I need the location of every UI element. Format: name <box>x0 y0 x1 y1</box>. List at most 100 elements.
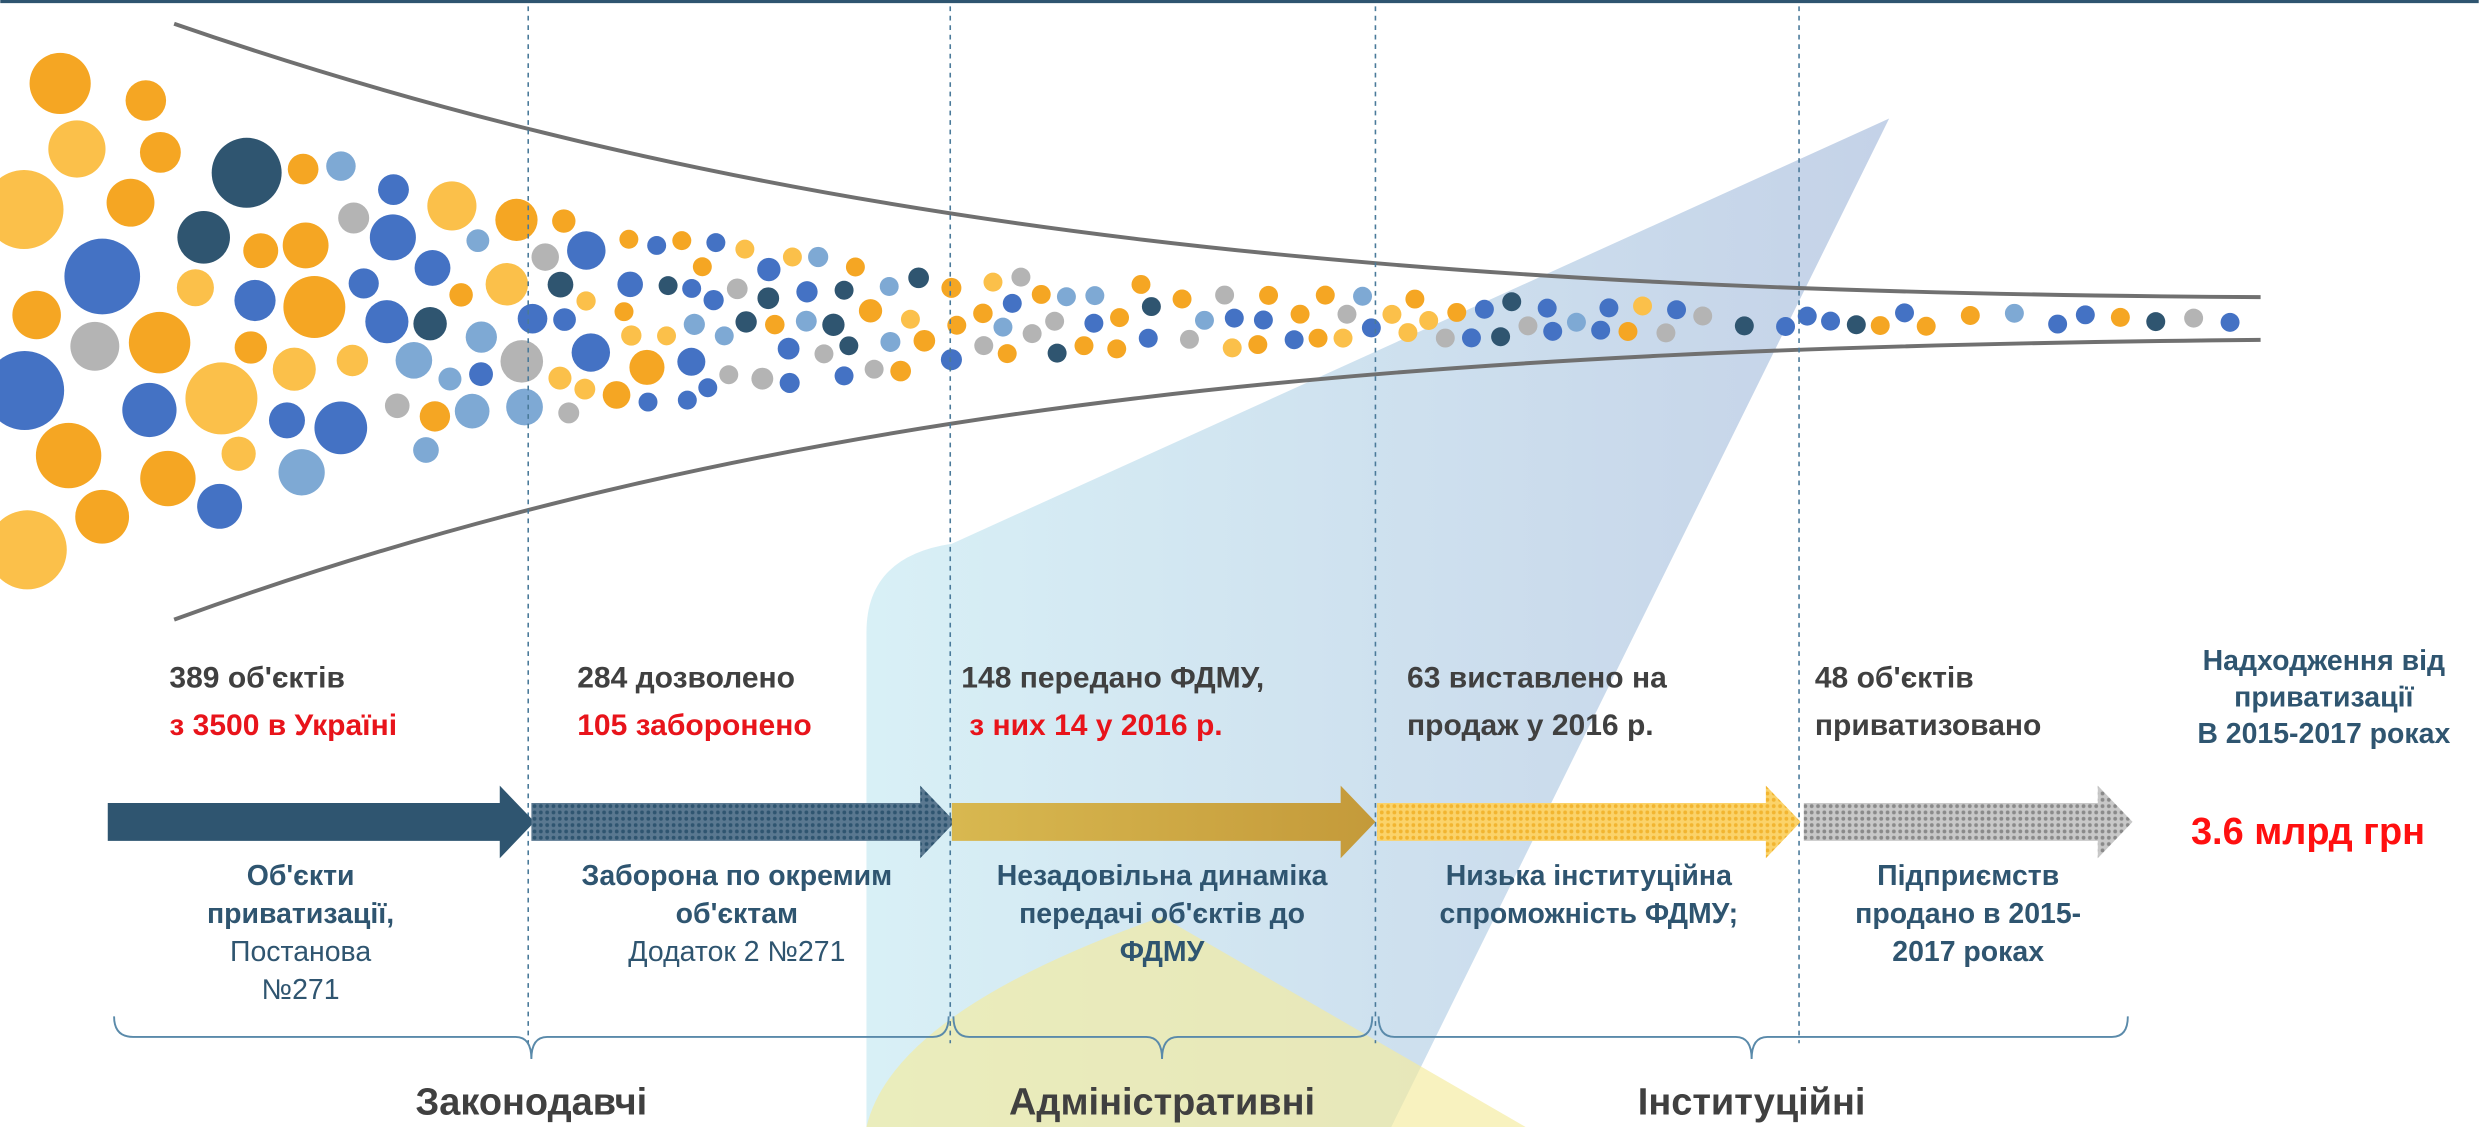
bubble <box>719 365 738 384</box>
result-title: приватизації <box>2234 682 2414 714</box>
bubble <box>197 484 242 529</box>
bubble <box>619 230 638 249</box>
bubble <box>1003 294 1022 313</box>
bubble <box>1173 290 1192 309</box>
bubble <box>1223 338 1242 357</box>
bubble <box>212 138 282 208</box>
bubble <box>283 223 329 269</box>
bubble <box>1735 316 1754 335</box>
bubble <box>1085 286 1104 305</box>
bubble <box>140 451 195 506</box>
bubble <box>901 310 920 329</box>
bubble <box>1011 268 1030 287</box>
bubble <box>1633 296 1652 315</box>
bubble <box>1518 316 1537 335</box>
stage-caption: Заборона по окремим <box>582 860 893 892</box>
bubble <box>222 437 256 471</box>
bubble <box>370 214 416 260</box>
stage-count: 284 дозволено <box>577 662 795 695</box>
bubble <box>659 276 678 295</box>
bubble <box>908 267 929 288</box>
bubble <box>314 402 367 455</box>
stage-caption: 2017 роках <box>1892 936 2044 968</box>
bubble <box>129 312 190 373</box>
bubble <box>693 257 712 276</box>
bubble <box>672 231 691 250</box>
bubble <box>1567 313 1586 332</box>
stage-count: 389 об'єктів <box>169 662 345 695</box>
group-label: Законодавчі <box>416 1081 648 1123</box>
bubble <box>835 281 854 300</box>
bubble <box>234 280 275 321</box>
bubble <box>757 258 780 281</box>
bubble <box>349 268 379 298</box>
bubble <box>531 243 558 270</box>
bubble <box>1291 305 1310 324</box>
bubble <box>177 269 214 306</box>
bubble <box>1405 290 1424 309</box>
bubble <box>449 283 472 306</box>
stage-caption: об'єктам <box>676 898 798 930</box>
bubble <box>2048 315 2067 334</box>
bubble <box>500 340 543 383</box>
bubble <box>914 330 936 352</box>
bubble <box>1538 299 1557 318</box>
group-label: Адміністративні <box>1009 1081 1315 1123</box>
bubble <box>1419 311 1438 330</box>
bubble <box>36 423 101 488</box>
bubble <box>1285 330 1304 349</box>
bubble <box>326 151 355 180</box>
bubble <box>1254 311 1273 330</box>
bubble <box>1475 300 1494 319</box>
bubble <box>2184 309 2203 328</box>
bubble <box>973 304 993 324</box>
bubble <box>1447 303 1466 322</box>
bubble <box>466 321 497 352</box>
bubble <box>415 250 451 286</box>
stage-count: 48 об'єктів <box>1815 662 1974 695</box>
stage-caption: передачі об'єктів до <box>1019 898 1305 930</box>
bubble <box>0 170 64 249</box>
stage-count: приватизовано <box>1815 709 2042 742</box>
bubble <box>235 331 267 363</box>
stage-count: 148 передано ФДМУ, <box>961 662 1264 695</box>
bubble <box>107 179 155 227</box>
bubble <box>177 211 230 264</box>
bubble <box>455 394 490 429</box>
bubble <box>337 345 368 376</box>
bubble <box>617 272 643 298</box>
bubble <box>1917 317 1936 336</box>
bubble <box>12 291 61 340</box>
bubble <box>735 311 756 332</box>
bubble <box>518 304 548 334</box>
bubble <box>1847 315 1866 334</box>
stage-caption: Незадовільна динаміка <box>997 860 1328 892</box>
bubble <box>880 277 899 296</box>
bubble <box>1048 344 1067 363</box>
bubble <box>420 401 450 431</box>
bubble <box>941 278 961 298</box>
bubble <box>1491 327 1510 346</box>
bubble <box>572 333 610 371</box>
stage-caption: приватизації, <box>207 898 394 930</box>
stage-count: 63 виставлено на <box>1407 662 1667 695</box>
bubble <box>1362 318 1381 337</box>
bubble <box>506 389 543 426</box>
stage-source: Постанова <box>230 936 371 968</box>
bubble <box>1316 286 1335 305</box>
bubble <box>48 120 105 177</box>
bubble <box>715 326 734 345</box>
bubble <box>548 272 574 298</box>
bubble <box>283 276 345 338</box>
group-label: Інституційні <box>1638 1081 1866 1123</box>
bubble <box>621 325 641 345</box>
stage-caption: продано в 2015- <box>1855 898 2081 930</box>
bubble <box>2111 308 2130 327</box>
bubble <box>1776 317 1795 336</box>
stage-highlight: 105 заборонено <box>577 709 811 742</box>
bubble <box>993 318 1012 337</box>
bubble <box>629 350 664 385</box>
bubble <box>185 362 257 434</box>
stage-source: №271 <box>262 974 340 1006</box>
bubble <box>553 308 576 331</box>
